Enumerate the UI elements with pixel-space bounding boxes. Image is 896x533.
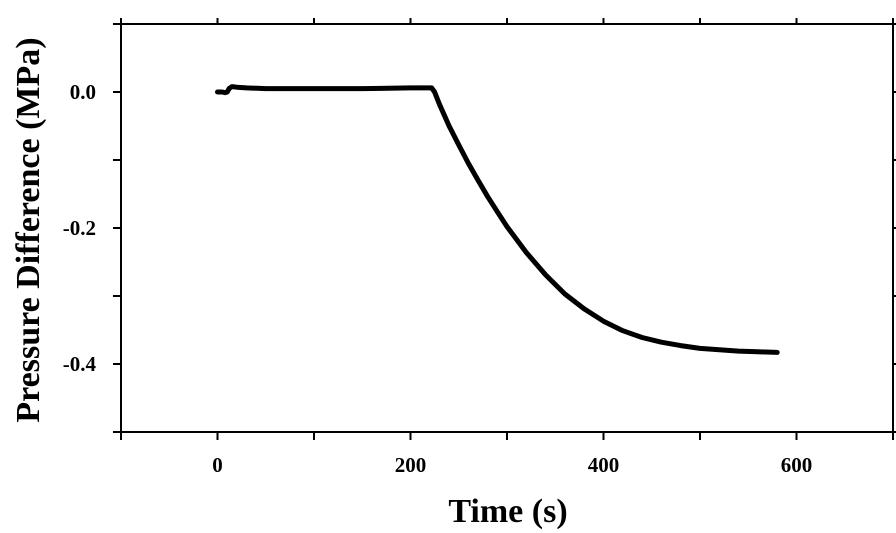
x-axis-title: Time (s) bbox=[448, 493, 567, 530]
series-line bbox=[215, 84, 780, 355]
x-tick-label: 200 bbox=[395, 453, 427, 477]
series-layer bbox=[215, 84, 780, 355]
y-axis-ticks: 0.0 -0.2 -0.4 bbox=[63, 23, 896, 433]
x-tick-label: 0 bbox=[212, 453, 223, 477]
y-tick-label: -0.4 bbox=[63, 352, 97, 376]
y-tick-label: -0.2 bbox=[63, 216, 96, 240]
x-axis-ticks: 0 200 400 600 bbox=[120, 18, 894, 477]
x-tick-label: 400 bbox=[588, 453, 620, 477]
y-tick-label: 0.0 bbox=[70, 80, 96, 104]
y-axis-title: Pressure Difference (MPa) bbox=[10, 37, 47, 422]
x-tick-label: 600 bbox=[781, 453, 813, 477]
